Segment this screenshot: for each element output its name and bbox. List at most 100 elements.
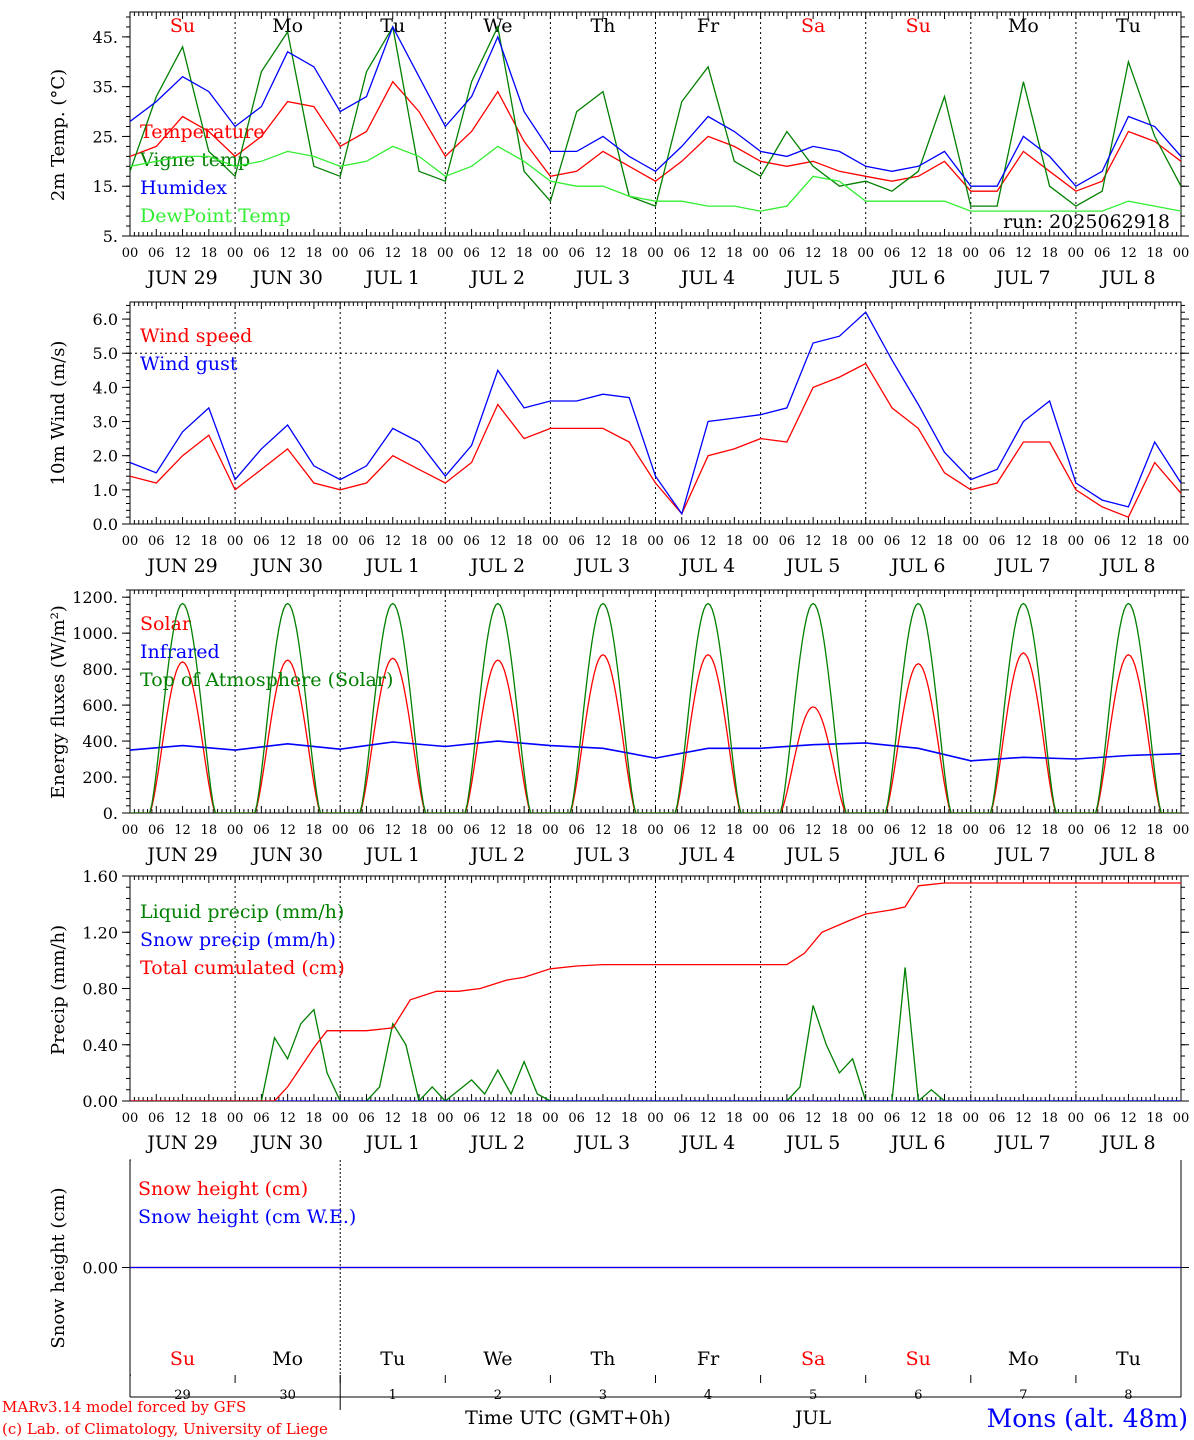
date-label: JUL 6 — [889, 844, 945, 866]
y-tick-label: 1000. — [72, 624, 118, 643]
hour-label: 00 — [122, 823, 139, 838]
hour-label: 12 — [1120, 1111, 1137, 1126]
legend-entry: Temperature — [140, 121, 264, 143]
panel-snow: 0.00 Snow height (cm) Su Mo Tu We Th Fr Sa Su Mo Tu… — [48, 1158, 1189, 1410]
date-label: JUL 1 — [364, 1132, 420, 1154]
hour-label: 00 — [227, 534, 244, 549]
day-of-week-label: Sa — [801, 1348, 825, 1370]
hour-label: 00 — [1173, 823, 1190, 838]
date-label: JUL 2 — [469, 844, 525, 866]
hour-label: 12 — [174, 534, 191, 549]
hour-label: 18 — [936, 823, 953, 838]
panel-energy: 0. 200. 400. 600. 800. 1000. 1200.Energy fluxe… — [48, 588, 1189, 866]
hour-label: 00 — [647, 534, 664, 549]
hour-label: 06 — [358, 534, 375, 549]
hour-label: 06 — [568, 534, 585, 549]
panel-temp: 5. 15. 25. 35. 45. 2m Temp. (°C) 00 06 12 18 00 06 1… — [48, 11, 1189, 289]
hour-label: 12 — [174, 246, 191, 261]
date-label: JUL 6 — [889, 267, 945, 289]
hour-label: 00 — [1068, 534, 1085, 549]
hour-label: 06 — [148, 534, 165, 549]
hour-label: 06 — [568, 246, 585, 261]
hour-label: 18 — [201, 534, 218, 549]
date-label: JUL 6 — [889, 555, 945, 577]
y-axis-title: 10m Wind (m/s) — [48, 341, 69, 486]
day-of-week-label: Th — [590, 1348, 615, 1370]
hour-label: 00 — [752, 534, 769, 549]
y-tick-label: 3.0 — [93, 413, 118, 432]
hour-label: 06 — [253, 534, 270, 549]
hour-label: 18 — [831, 246, 848, 261]
hour-label: 06 — [463, 246, 480, 261]
series-line-2 — [130, 25, 1181, 188]
y-tick-label: 0.0 — [93, 515, 118, 534]
y-tick-label: 15. — [93, 177, 118, 196]
hour-label: 18 — [831, 823, 848, 838]
date-label: JUL 1 — [364, 844, 420, 866]
series-line-0 — [130, 80, 1181, 192]
hour-label: 06 — [884, 534, 901, 549]
date-label: JUL 8 — [1099, 1132, 1155, 1154]
series-line-0 — [130, 652, 1181, 813]
day-of-week-label: Mo — [272, 1348, 303, 1370]
legend-entry: Snow height (cm) — [138, 1178, 308, 1200]
legend-entry: DewPoint Temp — [140, 205, 291, 227]
date-label: JUL 4 — [679, 1132, 735, 1154]
hour-label: 06 — [779, 246, 796, 261]
hour-label: 06 — [884, 823, 901, 838]
date-label: JUL 7 — [994, 844, 1050, 866]
hour-label: 18 — [1146, 823, 1163, 838]
y-tick-label: 0.00 — [82, 1259, 118, 1278]
hour-label: 12 — [279, 246, 296, 261]
hour-label: 18 — [411, 823, 428, 838]
y-tick-label: 0.80 — [82, 980, 118, 999]
hour-label: 00 — [542, 246, 559, 261]
y-tick-label: 1200. — [72, 588, 118, 607]
date-label: JUL 5 — [784, 1132, 840, 1154]
date-label: JUL 8 — [1099, 844, 1155, 866]
hour-label: 18 — [516, 823, 533, 838]
hour-label: 12 — [595, 1111, 612, 1126]
hour-label: 00 — [857, 823, 874, 838]
date-label: JUL 4 — [679, 555, 735, 577]
day-of-week-label: Fr — [697, 15, 720, 37]
day-of-week-label: Mo — [272, 15, 303, 37]
date-label: JUN 29 — [145, 844, 217, 866]
hour-label: 06 — [674, 1111, 691, 1126]
hour-label: 00 — [1173, 1111, 1190, 1126]
hour-label: 00 — [437, 1111, 454, 1126]
legend-entry: Liquid precip (mm/h) — [140, 901, 344, 923]
legend-entry: Infrared — [140, 641, 220, 663]
hour-label: 06 — [1094, 1111, 1111, 1126]
date-label: JUN 30 — [250, 267, 322, 289]
hour-label: 06 — [989, 534, 1006, 549]
hour-label: 18 — [1146, 534, 1163, 549]
date-label: JUL 7 — [994, 267, 1050, 289]
hour-label: 06 — [253, 823, 270, 838]
hour-label: 18 — [306, 534, 323, 549]
hour-label: 18 — [726, 1111, 743, 1126]
hour-label: 00 — [647, 823, 664, 838]
hour-label: 12 — [910, 1111, 927, 1126]
hour-label: 06 — [989, 1111, 1006, 1126]
date-label: JUL 4 — [679, 267, 735, 289]
hour-label: 06 — [148, 246, 165, 261]
date-label: JUL 2 — [469, 1132, 525, 1154]
hour-label: 00 — [437, 534, 454, 549]
hour-label: 12 — [700, 1111, 717, 1126]
hour-label: 12 — [805, 246, 822, 261]
hour-label: 06 — [674, 246, 691, 261]
hour-label: 18 — [1146, 246, 1163, 261]
hour-label: 06 — [148, 1111, 165, 1126]
date-label: JUN 30 — [250, 1132, 322, 1154]
hour-label: 00 — [857, 534, 874, 549]
hour-label: 18 — [1041, 534, 1058, 549]
day-number-label: 6 — [914, 1388, 922, 1403]
series-line-0 — [130, 967, 1181, 1101]
hour-label: 18 — [936, 534, 953, 549]
y-tick-label: 0.40 — [82, 1036, 118, 1055]
date-label: JUL 1 — [364, 555, 420, 577]
hour-label: 00 — [752, 246, 769, 261]
legend-entry: Snow precip (mm/h) — [140, 929, 336, 951]
